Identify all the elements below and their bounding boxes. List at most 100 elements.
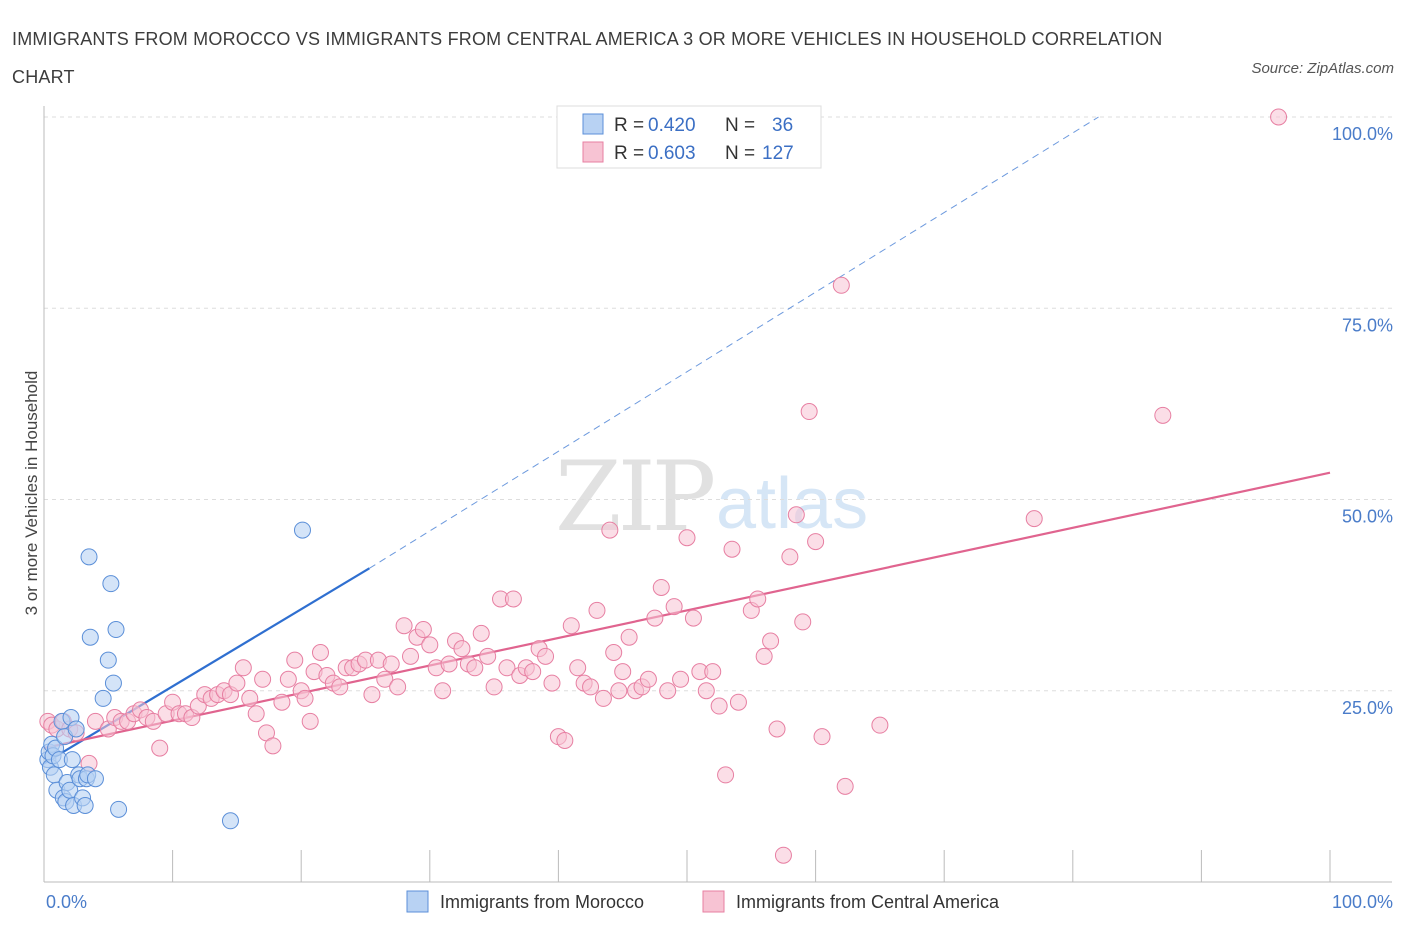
point-central-america bbox=[582, 678, 600, 696]
bottom-legend-morocco-swatch bbox=[406, 890, 429, 913]
point-central-america bbox=[279, 670, 297, 688]
point-central-america bbox=[286, 651, 304, 669]
point-central-america bbox=[639, 670, 657, 688]
point-central-america bbox=[296, 689, 314, 707]
point-central-america bbox=[363, 686, 381, 704]
point-central-america bbox=[1270, 108, 1288, 126]
watermark: ZIP atlas bbox=[555, 441, 868, 553]
point-central-america bbox=[710, 697, 728, 715]
point-central-america bbox=[556, 731, 574, 749]
point-morocco bbox=[80, 548, 98, 566]
y-tick-label: 25.0% bbox=[1342, 698, 1393, 718]
point-central-america bbox=[264, 737, 282, 755]
point-morocco bbox=[99, 651, 117, 669]
point-central-america bbox=[498, 659, 516, 677]
bottom-legend: Immigrants from Morocco Immigrants from … bbox=[406, 890, 1000, 913]
legend-morocco-n-label: N = bbox=[725, 115, 755, 136]
point-central-america bbox=[562, 617, 580, 635]
point-central-america bbox=[800, 403, 818, 421]
point-central-america bbox=[620, 628, 638, 646]
point-central-america bbox=[672, 670, 690, 688]
point-central-america bbox=[614, 663, 632, 681]
point-central-america bbox=[434, 682, 452, 700]
bottom-legend-ca-label: Immigrants from Central America bbox=[736, 892, 1000, 912]
legend-ca-r-value: 0.603 bbox=[648, 143, 696, 164]
bottom-legend-ca-swatch bbox=[702, 890, 725, 913]
point-central-america bbox=[697, 682, 715, 700]
point-central-america bbox=[382, 655, 400, 673]
point-central-america bbox=[659, 682, 677, 700]
point-central-america bbox=[684, 609, 702, 627]
point-central-america bbox=[768, 720, 786, 738]
point-morocco bbox=[221, 812, 239, 830]
y-axis-title: 3 or more Vehicles in Household bbox=[22, 371, 41, 616]
point-central-america bbox=[601, 521, 619, 539]
point-central-america bbox=[871, 716, 889, 734]
point-central-america bbox=[440, 655, 458, 673]
point-central-america bbox=[421, 636, 439, 654]
point-central-america bbox=[472, 624, 490, 642]
point-central-america bbox=[723, 540, 741, 558]
legend-morocco-r-label: R = bbox=[614, 115, 644, 136]
point-central-america bbox=[254, 670, 272, 688]
point-central-america bbox=[485, 678, 503, 696]
point-central-america bbox=[228, 674, 246, 692]
legend-ca-n-label: N = bbox=[725, 143, 755, 164]
x-tick-label-max: 100.0% bbox=[1332, 892, 1393, 912]
legend-ca-n-value: 127 bbox=[762, 143, 794, 164]
point-central-america bbox=[395, 617, 413, 635]
point-central-america bbox=[794, 613, 812, 631]
point-central-america bbox=[86, 712, 104, 730]
point-central-america bbox=[646, 609, 664, 627]
data-points bbox=[39, 108, 1288, 864]
point-morocco bbox=[110, 800, 128, 818]
legend-morocco-r-value: 0.420 bbox=[648, 115, 696, 136]
point-central-america bbox=[813, 728, 831, 746]
legend-morocco-swatch bbox=[582, 113, 604, 135]
point-central-america bbox=[524, 663, 542, 681]
point-central-america bbox=[678, 529, 696, 547]
legend-ca-swatch bbox=[582, 141, 604, 163]
point-central-america bbox=[704, 663, 722, 681]
top-legend: R = 0.420 N = 36 R = 0.603 N = 127 bbox=[556, 105, 822, 169]
point-central-america bbox=[569, 659, 587, 677]
point-central-america bbox=[781, 548, 799, 566]
trend-line-morocco bbox=[43, 567, 370, 765]
point-central-america bbox=[273, 693, 291, 711]
point-central-america bbox=[729, 693, 747, 711]
trend-line-central-america bbox=[43, 471, 1331, 750]
trend-line-morocco-extension bbox=[369, 116, 1099, 569]
point-morocco bbox=[102, 575, 120, 593]
point-central-america bbox=[504, 590, 522, 608]
bottom-legend-morocco-label: Immigrants from Morocco bbox=[440, 892, 644, 912]
point-central-america bbox=[665, 598, 683, 616]
point-central-america bbox=[331, 678, 349, 696]
point-central-america bbox=[717, 766, 735, 784]
y-tick-label: 75.0% bbox=[1342, 315, 1393, 335]
source-label: Source: ZipAtlas.com bbox=[1251, 60, 1394, 77]
point-morocco bbox=[81, 628, 99, 646]
point-central-america bbox=[301, 712, 319, 730]
point-central-america bbox=[151, 739, 169, 757]
point-central-america bbox=[389, 678, 407, 696]
point-central-america bbox=[453, 640, 471, 658]
point-central-america bbox=[836, 777, 854, 795]
point-morocco bbox=[67, 720, 85, 738]
point-central-america bbox=[311, 644, 329, 661]
point-central-america bbox=[479, 647, 497, 665]
chart-title: IMMIGRANTS FROM MOROCCO VS IMMIGRANTS FR… bbox=[12, 29, 1163, 87]
point-central-america bbox=[588, 601, 606, 619]
point-central-america bbox=[832, 276, 850, 294]
point-morocco bbox=[94, 689, 112, 707]
point-central-america bbox=[605, 644, 623, 661]
point-morocco bbox=[86, 770, 104, 788]
point-central-america bbox=[762, 632, 780, 650]
point-central-america bbox=[144, 712, 162, 730]
point-central-america bbox=[807, 533, 825, 551]
point-morocco bbox=[76, 797, 94, 814]
legend-ca-r-label: R = bbox=[614, 143, 644, 164]
point-central-america bbox=[537, 647, 555, 665]
point-central-america bbox=[241, 689, 259, 707]
point-central-america bbox=[543, 674, 561, 692]
